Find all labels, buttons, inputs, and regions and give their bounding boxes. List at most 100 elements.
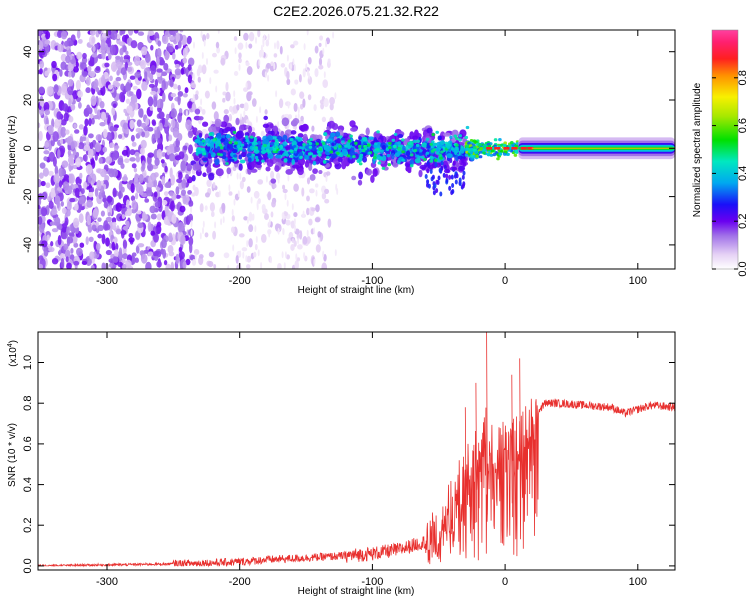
spectrogram-noise-cell bbox=[133, 167, 138, 173]
spectrogram-noise-cell bbox=[51, 60, 57, 69]
spectrogram-noise-cell bbox=[113, 82, 121, 88]
spectrogram-noise-cell bbox=[80, 136, 87, 142]
spectrogram-noise-cell bbox=[68, 115, 74, 123]
spectrogram-signal-cell bbox=[218, 143, 223, 147]
spectrogram-noise-cell bbox=[103, 220, 109, 231]
spectrogram-noise-cell bbox=[111, 106, 116, 116]
spectrogram-signal-cell bbox=[482, 151, 486, 155]
spectrogram-signal-cell bbox=[426, 127, 433, 134]
spectrogram-noise-cell bbox=[239, 180, 245, 190]
spectrogram-noise-cell bbox=[262, 40, 265, 48]
spectrogram-signal-cell bbox=[443, 168, 451, 174]
spectrogram-signal-cell bbox=[261, 146, 265, 151]
spectrogram-signal-cell bbox=[472, 146, 477, 150]
spectrogram-signal-cell bbox=[374, 150, 379, 154]
spectrogram-noise-cell bbox=[246, 240, 249, 248]
spectrogram-signal-cell bbox=[214, 118, 222, 128]
spectrogram-noise-cell bbox=[89, 54, 95, 66]
spectrogram-noise-cell bbox=[277, 176, 280, 184]
spectrogram-signal-cell bbox=[427, 183, 431, 189]
spectrogram-noise-cell bbox=[286, 70, 290, 80]
spectrogram-noise-cell bbox=[39, 99, 44, 107]
spectrogram-noise-cell bbox=[144, 71, 148, 81]
spectrogram-signal-cell bbox=[472, 148, 477, 152]
spectrogram-noise-cell bbox=[291, 203, 294, 211]
spectrogram-noise-cell bbox=[318, 57, 323, 67]
spectrogram-signal-cell bbox=[295, 136, 299, 140]
spectrogram-signal-cell bbox=[427, 163, 431, 169]
spectrogram-noise-cell bbox=[204, 205, 208, 211]
spectrogram-noise-cell bbox=[212, 52, 217, 58]
spectrogram-noise-cell bbox=[181, 179, 187, 189]
spectrogram-noise-cell bbox=[107, 212, 112, 217]
spectrogram-noise-cell bbox=[64, 249, 71, 259]
spectrogram-noise-cell bbox=[84, 118, 89, 127]
spectrogram-x-tick-label: 0 bbox=[502, 275, 508, 287]
spectrogram-noise-cell bbox=[185, 173, 190, 180]
spectrogram-signal-cell bbox=[486, 152, 491, 156]
spectrogram-noise-cell bbox=[322, 79, 329, 88]
spectrogram-noise-cell bbox=[137, 31, 145, 36]
spectrogram-signal-cell bbox=[275, 154, 281, 159]
spectrogram-noise-cell bbox=[165, 263, 172, 269]
spectrogram-noise-cell bbox=[133, 177, 139, 188]
spectrogram-noise-cell bbox=[231, 209, 234, 216]
spectrogram-signal-cell bbox=[507, 144, 512, 148]
spectrogram-signal-cell bbox=[348, 150, 356, 157]
spectrogram-noise-cell bbox=[193, 249, 200, 255]
spectrogram-noise-cell bbox=[169, 79, 174, 88]
spectrogram-noise-cell bbox=[127, 265, 134, 269]
snr-line-marks bbox=[38, 332, 675, 568]
spectrogram-noise-cell bbox=[185, 119, 192, 131]
spectrogram-signal-cell bbox=[397, 141, 402, 145]
spectrogram-noise-cell bbox=[97, 224, 104, 232]
spectrogram-signal-cell bbox=[240, 143, 245, 147]
spectrogram-noise-cell bbox=[67, 79, 74, 87]
spectrogram-noise-cell bbox=[187, 74, 193, 84]
spectrogram-noise-cell bbox=[153, 191, 158, 198]
spectrogram-noise-cell bbox=[213, 111, 219, 121]
spectrogram-noise-cell bbox=[73, 242, 79, 248]
spectrogram-noise-cell bbox=[89, 187, 95, 193]
spectrogram-noise-cell bbox=[215, 41, 220, 49]
spectrogram-signal-cell bbox=[198, 116, 204, 121]
spectrogram-noise-cell bbox=[119, 30, 123, 36]
snr-multiplier-close: ) bbox=[8, 340, 19, 343]
spectrogram-noise-cell bbox=[246, 216, 249, 224]
spectrogram-noise-cell bbox=[182, 93, 188, 98]
spectrogram-noise-cell bbox=[282, 228, 285, 236]
spectrogram-signal-cell bbox=[443, 164, 447, 170]
snr-x-axis-label: Height of straight line (km) bbox=[298, 586, 415, 597]
spectrogram-noise-cell bbox=[297, 244, 303, 250]
spectrogram-noise-cell bbox=[145, 117, 150, 126]
spectrogram-noise-cell bbox=[107, 114, 111, 124]
spectrogram-noise-cell bbox=[127, 61, 133, 66]
spectrogram-noise-cell bbox=[308, 218, 313, 226]
spectrogram-noise-cell bbox=[88, 133, 94, 139]
spectrogram-signal-cell bbox=[336, 138, 341, 144]
spectrogram-signal-cell bbox=[423, 157, 427, 161]
spectrogram-noise-cell bbox=[127, 30, 134, 36]
spectrogram-noise-cell bbox=[172, 83, 178, 90]
spectrogram-noise-cell bbox=[158, 180, 162, 188]
spectrogram-noise-cell bbox=[150, 230, 156, 236]
snr-series-line bbox=[38, 332, 675, 568]
spectrogram-noise-cell bbox=[94, 142, 102, 153]
spectrogram-noise-cell bbox=[321, 192, 327, 200]
spectrogram-noise-cell bbox=[97, 30, 102, 35]
spectrogram-noise-cell bbox=[284, 251, 287, 259]
spectrogram-noise-cell bbox=[153, 232, 159, 243]
spectrogram-noise-cell bbox=[92, 45, 96, 53]
spectrogram-noise-cell bbox=[66, 208, 71, 217]
spectrogram-signal-cell bbox=[381, 144, 386, 150]
spectrogram-noise-cell bbox=[246, 66, 253, 75]
spectrogram-noise-cell bbox=[91, 53, 98, 58]
spectrogram-signal-cell bbox=[194, 108, 201, 115]
spectrogram-noise-cell bbox=[150, 90, 157, 95]
spectrogram-signal-cell bbox=[393, 132, 398, 136]
spectrogram-signal-cell bbox=[214, 158, 220, 166]
spectrogram-noise-cell bbox=[137, 222, 144, 229]
spectrogram-signal-cell bbox=[286, 157, 291, 164]
spectrogram-noise-cell bbox=[126, 66, 133, 72]
spectrogram-noise-cell bbox=[188, 200, 194, 207]
